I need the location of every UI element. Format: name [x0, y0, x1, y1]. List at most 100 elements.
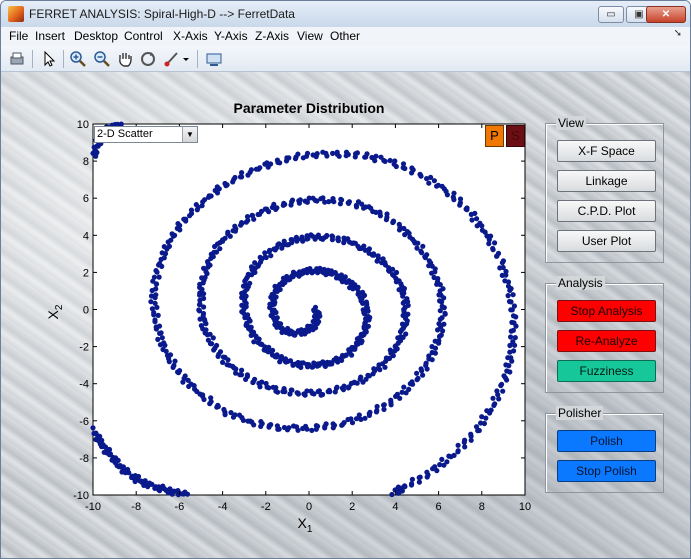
scatter-point: [373, 153, 379, 159]
stop-analysis-button[interactable]: Stop Analysis: [557, 300, 656, 322]
menu-insert[interactable]: Insert: [35, 29, 66, 43]
scatter-point: [474, 223, 480, 229]
menu-view[interactable]: View: [297, 29, 323, 43]
scatter-point: [439, 303, 445, 309]
x-tick-label: 10: [519, 501, 531, 513]
scatter-point: [257, 211, 263, 217]
chevron-down-icon[interactable]: ▼: [182, 127, 197, 142]
scatter-point: [510, 327, 516, 333]
scatter-point: [311, 308, 317, 314]
dock-arrow-icon[interactable]: ➘: [673, 28, 682, 39]
scatter-point: [164, 352, 171, 359]
scatter-point: [313, 321, 319, 327]
scatter-point: [211, 249, 217, 255]
scatter-point: [439, 456, 445, 462]
scatter-point: [401, 306, 407, 313]
cpd-plot-button[interactable]: C.P.D. Plot: [557, 200, 656, 222]
plot-type-dropdown[interactable]: 2-D Scatter ▼: [94, 126, 198, 143]
scatter-point: [400, 300, 406, 306]
scatter-point: [420, 243, 426, 249]
user-plot-button[interactable]: User Plot: [557, 230, 656, 252]
scatter-point: [141, 482, 147, 488]
scatter-point: [266, 249, 272, 255]
scatter-point: [224, 182, 230, 188]
scatter-point: [262, 250, 268, 256]
scatter-point: [401, 384, 407, 390]
stop-polish-button[interactable]: Stop Polish: [557, 460, 656, 482]
scatter-point: [492, 401, 498, 407]
x-tick-label: -6: [175, 501, 185, 513]
scatter-point: [483, 415, 489, 421]
scatter-point: [245, 418, 251, 424]
scatter-point: [479, 227, 485, 233]
scatter-point: [220, 237, 226, 243]
x-axis-label: X1: [298, 515, 313, 535]
scatter-point: [163, 348, 169, 354]
scatter-point: [281, 386, 287, 392]
link-icon[interactable]: [205, 50, 223, 68]
scatter-point: [250, 379, 256, 385]
dropdown-arrow-icon[interactable]: [181, 50, 191, 68]
scatter-point: [508, 307, 514, 313]
scatter-point: [318, 392, 324, 398]
scatter-point: [359, 201, 365, 207]
scatter-point: [207, 401, 213, 407]
scatter-point: [290, 361, 296, 367]
scatter-point: [185, 377, 191, 383]
menu-other[interactable]: Other: [330, 29, 361, 43]
fuzziness-button[interactable]: Fuzziness: [557, 360, 656, 382]
zoom-in-icon[interactable]: [69, 50, 87, 68]
scatter-point: [396, 227, 403, 233]
re-analyze-button[interactable]: Re-Analyze: [557, 330, 656, 352]
menu-x-axis[interactable]: X-Axis: [173, 29, 208, 43]
scatter-point: [502, 278, 508, 284]
p-button[interactable]: P: [485, 125, 504, 147]
scatter-point: [278, 356, 284, 362]
title-bar[interactable]: FERRET ANALYSIS: Spiral-High-D --> Ferre…: [1, 1, 690, 27]
menu-desktop[interactable]: Desktop: [74, 29, 119, 43]
scatter-point: [363, 326, 369, 332]
scatter-point: [216, 186, 222, 192]
scatter-point: [358, 245, 364, 251]
scatter-point: [99, 444, 105, 450]
pan-hand-icon[interactable]: [116, 50, 134, 68]
scatter-point: [299, 236, 305, 242]
scatter-point: [362, 415, 368, 421]
menu-y-axis[interactable]: Y-Axis: [214, 29, 248, 43]
menu-control[interactable]: Control: [124, 29, 163, 43]
scatter-point: [430, 466, 436, 472]
scatter-point: [243, 293, 249, 299]
s-button[interactable]: S: [506, 125, 525, 147]
minimize-button[interactable]: ▭: [598, 6, 624, 23]
scatter-point: [295, 427, 301, 433]
scatter-point: [505, 355, 511, 361]
menu-file[interactable]: File: [9, 29, 29, 43]
scatter-markers: [90, 121, 519, 498]
scatter-point: [479, 414, 485, 420]
scatter-point: [381, 157, 387, 164]
zoom-out-icon[interactable]: [93, 50, 111, 68]
polish-button[interactable]: Polish: [557, 430, 656, 452]
brush-icon[interactable]: [163, 50, 181, 68]
scatter-point: [188, 381, 194, 387]
scatter-point: [216, 351, 222, 357]
scatter-point: [490, 245, 496, 252]
scatter-point: [167, 486, 173, 492]
scatter-point: [436, 340, 442, 346]
scatter-point: [420, 372, 426, 378]
menu-z-axis[interactable]: Z-Axis: [255, 29, 289, 43]
xf-space-button[interactable]: X-F Space: [557, 140, 656, 162]
toolbar: [1, 46, 690, 72]
print-icon[interactable]: [8, 50, 26, 68]
rotate-icon[interactable]: [139, 50, 157, 68]
scatter-point: [366, 411, 372, 417]
linkage-button[interactable]: Linkage: [557, 170, 656, 192]
plot-axes-box[interactable]: [92, 123, 526, 496]
scatter-point: [327, 271, 333, 277]
scatter-point: [282, 201, 288, 207]
scatter-point: [172, 358, 178, 364]
scatter-point: [269, 352, 276, 358]
close-button[interactable]: ✕: [646, 6, 686, 23]
pointer-icon[interactable]: [40, 50, 58, 68]
